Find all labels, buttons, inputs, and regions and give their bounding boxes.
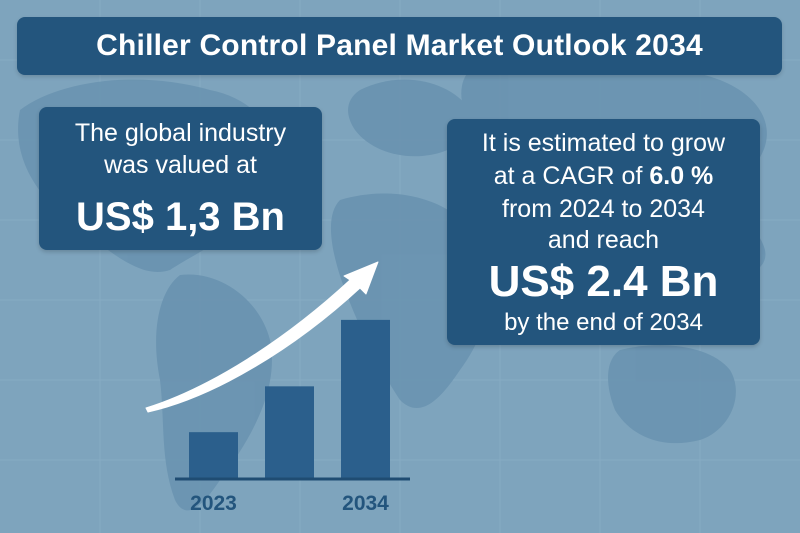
valuation-intro-line-1: The global industry bbox=[74, 119, 287, 147]
valuation-panel: The global industry was valued at US$ 1,… bbox=[39, 107, 322, 250]
valuation-intro-line-2: was valued at bbox=[104, 151, 257, 179]
x-tick-label: 2023 bbox=[190, 492, 237, 515]
bar-2 bbox=[265, 386, 314, 478]
bar-3 bbox=[341, 319, 390, 478]
bar-1 bbox=[189, 432, 238, 478]
cagr-prefix: at a CAGR of bbox=[493, 162, 650, 190]
valuation-value: US$ 1,3 Bn bbox=[76, 195, 285, 239]
forecast-line-6: by the end of 2034 bbox=[504, 309, 703, 336]
x-tick-label: 2034 bbox=[342, 492, 389, 515]
forecast-value: US$ 2.4 Bn bbox=[488, 257, 719, 306]
title-banner: Chiller Control Panel Market Outlook 203… bbox=[17, 17, 782, 75]
forecast-panel: It is estimated to grow at a CAGR of 6.0… bbox=[447, 119, 760, 345]
trend-arrow bbox=[145, 261, 379, 413]
forecast-line-4: and reach bbox=[547, 226, 660, 254]
forecast-line-1: It is estimated to grow bbox=[481, 129, 726, 157]
forecast-line-3: from 2024 to 2034 bbox=[502, 195, 705, 223]
page-title: Chiller Control Panel Market Outlook 203… bbox=[96, 29, 703, 62]
cagr-value: 6.0 % bbox=[649, 162, 714, 190]
forecast-line-2: at a CAGR of 6.0 % bbox=[447, 162, 760, 191]
